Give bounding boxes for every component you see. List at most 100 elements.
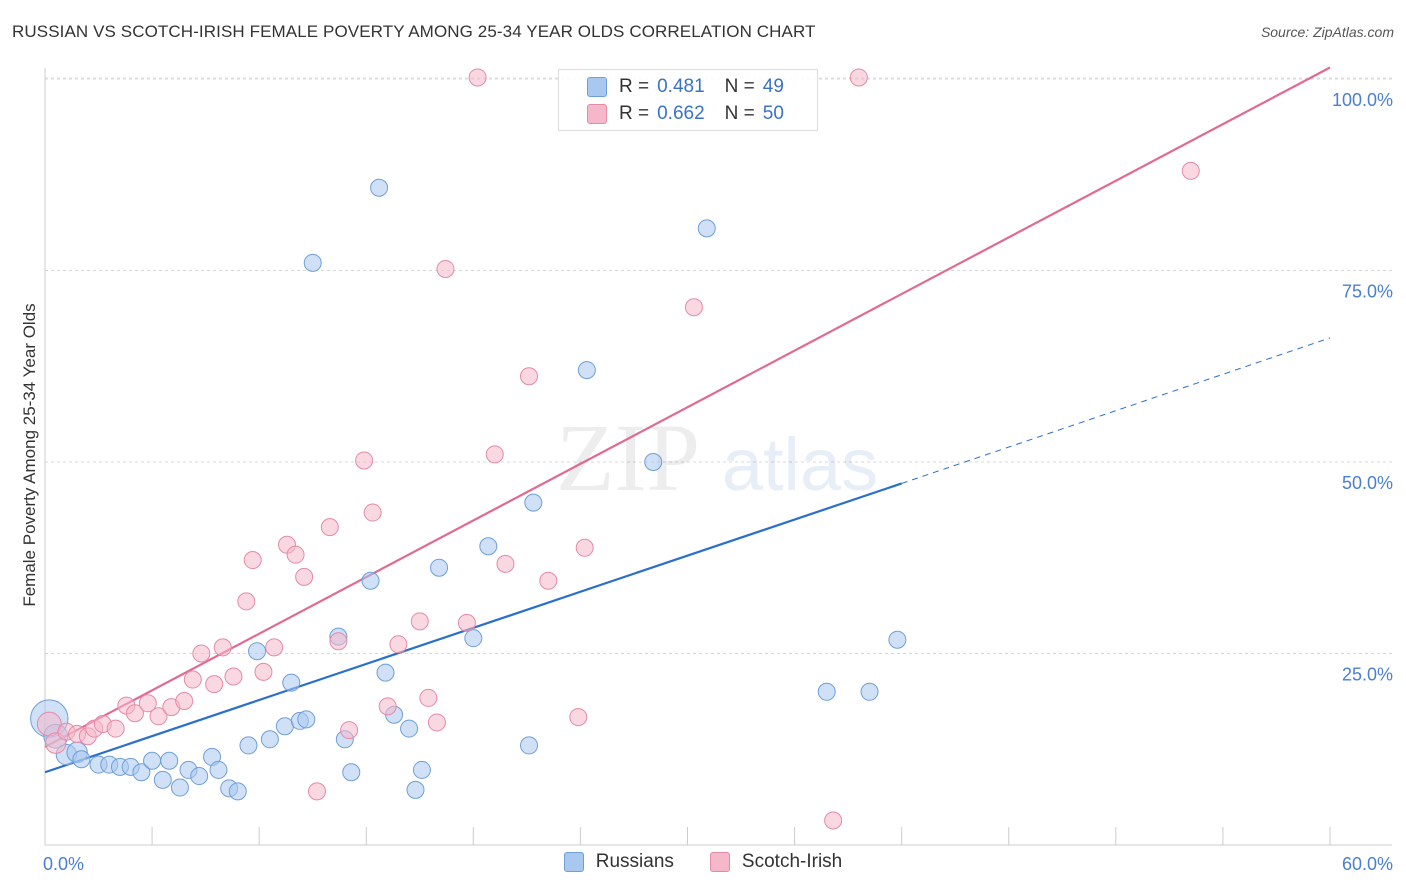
point-russians [361, 571, 380, 590]
point-scotch-irish [457, 613, 476, 632]
legend-r-label: R = [619, 76, 650, 97]
point-scotch-irish [138, 694, 157, 713]
point-russians [376, 663, 395, 682]
point-scotch-irish [254, 662, 273, 681]
legend-r-value-russians: 0.481 [657, 76, 705, 97]
series-name-russians: Russians [595, 851, 674, 872]
trend-line-russians-extension [901, 337, 1331, 484]
point-scotch-irish [427, 713, 446, 732]
legend-swatch-russians [587, 77, 607, 97]
legend-swatch-scotch-irish [587, 104, 607, 124]
watermark-zip: ZIP [556, 404, 700, 511]
series-name-scotch-irish: Scotch-Irish [741, 851, 843, 872]
point-russians [644, 453, 663, 471]
point-russians [132, 763, 151, 782]
point-russians [297, 710, 316, 729]
legend-r-label: R = [619, 103, 650, 124]
legend: R = 0.481 N = 49 R = 0.662 N = 50 [558, 69, 818, 131]
point-scotch-irish [295, 567, 314, 586]
series-legend-scotch-irish: Scotch-Irish [709, 851, 843, 873]
series-legend: Russians Scotch-Irish [0, 851, 1406, 873]
point-russians [260, 730, 279, 749]
point-russians [577, 361, 596, 380]
point-russians [239, 736, 258, 755]
series-swatch-scotch-irish [709, 852, 730, 872]
point-scotch-irish [569, 708, 588, 727]
point-scotch-irish [307, 782, 326, 801]
legend-n-label: N = [724, 103, 755, 124]
point-scotch-irish [237, 592, 256, 611]
series-swatch-russians [563, 852, 584, 872]
point-russians [479, 537, 498, 556]
point-russians [406, 780, 425, 799]
point-scotch-irish [575, 538, 594, 557]
legend-n-label: N = [724, 76, 755, 97]
axes [44, 68, 1392, 846]
point-scotch-irish [265, 638, 284, 657]
y-tick-label: 25.0% [1342, 665, 1393, 685]
point-scotch-irish [363, 503, 382, 522]
point-scotch-irish [849, 68, 868, 87]
point-scotch-irish [320, 518, 339, 537]
point-scotch-irish [149, 707, 168, 726]
point-russians [143, 751, 162, 770]
point-scotch-irish [1181, 161, 1200, 180]
point-russians [170, 778, 189, 797]
x-tick-label-max: 60.0% [1342, 854, 1393, 874]
point-russians [72, 750, 91, 769]
point-russians [275, 717, 294, 736]
point-scotch-irish [389, 635, 408, 654]
point-russians [412, 760, 431, 779]
legend-n-value-russians: 49 [762, 76, 784, 97]
point-russians [228, 782, 247, 801]
point-russians [888, 630, 907, 649]
point-scotch-irish [824, 811, 843, 830]
point-scotch-irish [355, 451, 374, 470]
point-russians [153, 770, 172, 789]
point-scotch-irish [539, 571, 558, 590]
point-russians [282, 673, 301, 692]
point-scotch-irish [329, 632, 348, 651]
y-tick-label: 50.0% [1342, 473, 1393, 493]
point-scotch-irish [205, 675, 224, 694]
point-russians [524, 493, 543, 512]
point-russians [697, 219, 716, 238]
point-scotch-irish [175, 691, 194, 710]
point-russians [860, 682, 879, 701]
tick-labels: 25.0% 50.0% 75.0% 100.0% 0.0% 60.0% [43, 90, 1393, 874]
point-scotch-irish [125, 704, 144, 723]
y-axis-label: Female Poverty Among 25-34 Year Olds [20, 303, 39, 606]
data-points [30, 68, 1200, 830]
point-russians [464, 629, 483, 648]
point-scotch-irish [243, 551, 262, 570]
point-russians [342, 763, 361, 782]
point-scotch-irish [224, 667, 243, 686]
point-scotch-irish [340, 721, 359, 740]
watermark-atlas: atlas [722, 423, 878, 506]
point-scotch-irish [378, 697, 397, 716]
point-scotch-irish [496, 554, 515, 573]
point-russians [160, 751, 179, 770]
point-scotch-irish [419, 688, 438, 707]
point-scotch-irish [684, 298, 703, 317]
watermark: ZIP atlas [556, 404, 878, 511]
point-scotch-irish [183, 670, 202, 689]
point-scotch-irish [192, 644, 211, 663]
chart-title: RUSSIAN VS SCOTCH-IRISH FEMALE POVERTY A… [12, 22, 816, 41]
point-russians [430, 558, 449, 577]
point-scotch-irish [213, 638, 232, 657]
point-russians [190, 767, 209, 786]
point-scotch-irish [436, 259, 455, 278]
point-russians [400, 719, 419, 738]
point-scotch-irish [106, 719, 125, 738]
point-scotch-irish [286, 545, 305, 564]
trend-line-scotch-irish [44, 66, 1331, 748]
x-tick-label-min: 0.0% [43, 854, 84, 874]
point-russians [817, 682, 836, 701]
point-russians [209, 760, 228, 779]
y-tick-label: 75.0% [1342, 282, 1393, 302]
point-scotch-irish [410, 612, 429, 631]
point-scotch-irish [468, 68, 487, 87]
legend-row-russians: R = 0.481 N = 49 [587, 75, 784, 99]
